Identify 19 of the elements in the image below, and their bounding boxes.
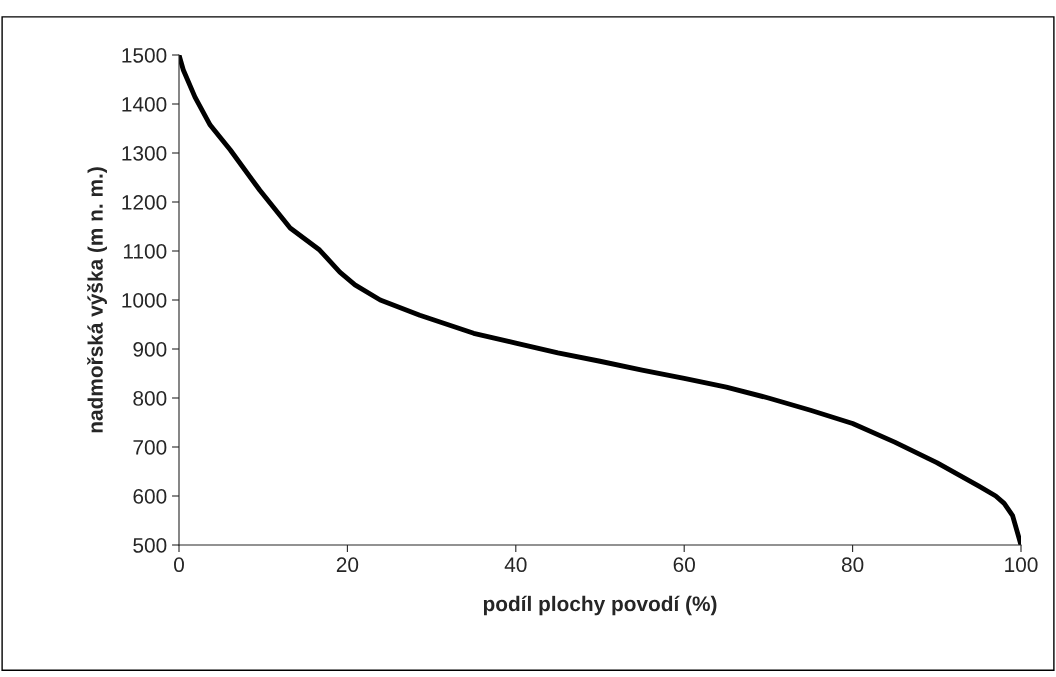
y-tick-label: 1100 [123, 244, 167, 259]
x-axis-title: podíl plochy povodí (%) [483, 595, 717, 616]
y-tick-label: 700 [133, 440, 167, 455]
x-tick-label: 0 [174, 557, 184, 573]
y-tick-label: 500 [133, 538, 167, 553]
x-tick-label: 60 [673, 557, 695, 573]
y-tick-label: 1500 [122, 48, 167, 63]
x-tick-label: 20 [336, 557, 359, 573]
x-tick-label: 40 [504, 557, 527, 573]
y-tick-label: 800 [133, 391, 167, 406]
y-tick-label: 900 [133, 342, 167, 357]
y-tick-label: 1400 [122, 97, 167, 112]
y-tick-label: 600 [133, 489, 167, 504]
x-tick-label: 80 [841, 557, 864, 573]
y-tick-label: 1300 [122, 146, 167, 161]
y-axis-title: nadmořská výška (m n. m.) [87, 167, 107, 433]
y-tick-label: 1000 [122, 293, 167, 308]
y-tick-label: 1200 [122, 195, 167, 210]
x-tick-label: 100 [1005, 557, 1038, 573]
